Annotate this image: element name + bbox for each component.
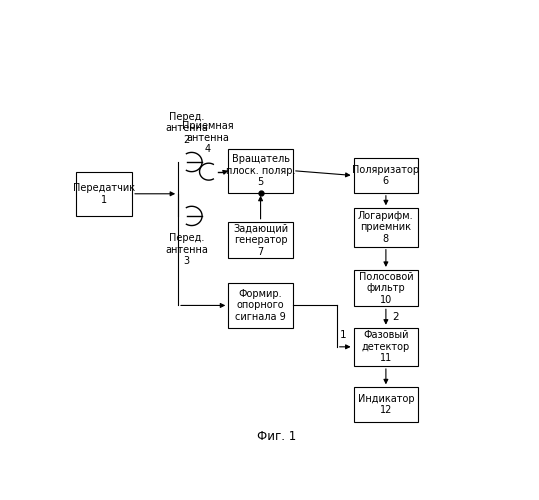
Text: Задающий
генератор
7: Задающий генератор 7 bbox=[233, 224, 288, 256]
FancyBboxPatch shape bbox=[228, 284, 293, 328]
Text: Поляризатор
6: Поляризатор 6 bbox=[353, 164, 419, 186]
Text: Индикатор
12: Индикатор 12 bbox=[357, 394, 414, 415]
Text: 1: 1 bbox=[340, 330, 347, 340]
FancyBboxPatch shape bbox=[228, 222, 293, 258]
FancyBboxPatch shape bbox=[75, 172, 132, 216]
FancyBboxPatch shape bbox=[354, 158, 418, 193]
Text: 2: 2 bbox=[392, 312, 399, 322]
Text: Вращатель
плоск. поляр.
5: Вращатель плоск. поляр. 5 bbox=[226, 154, 295, 188]
Text: Перед.
антенна
3: Перед. антенна 3 bbox=[165, 234, 208, 266]
FancyBboxPatch shape bbox=[354, 387, 418, 422]
FancyBboxPatch shape bbox=[354, 270, 418, 306]
Text: Полосовой
фильтр
10: Полосовой фильтр 10 bbox=[358, 272, 413, 304]
Text: Формир.
опорного
сигнала 9: Формир. опорного сигнала 9 bbox=[235, 289, 286, 322]
Text: Перед.
антенна
2: Перед. антенна 2 bbox=[165, 112, 208, 144]
Text: Передатчик
1: Передатчик 1 bbox=[73, 183, 135, 204]
Text: Фиг. 1: Фиг. 1 bbox=[257, 430, 296, 443]
FancyBboxPatch shape bbox=[228, 148, 293, 193]
Text: Фазовый
детектор
11: Фазовый детектор 11 bbox=[362, 330, 410, 364]
FancyBboxPatch shape bbox=[354, 328, 418, 366]
FancyBboxPatch shape bbox=[354, 208, 418, 246]
Text: Приемная
антенна
4: Приемная антенна 4 bbox=[182, 121, 233, 154]
Text: Логарифм.
приемник
8: Логарифм. приемник 8 bbox=[358, 211, 414, 244]
